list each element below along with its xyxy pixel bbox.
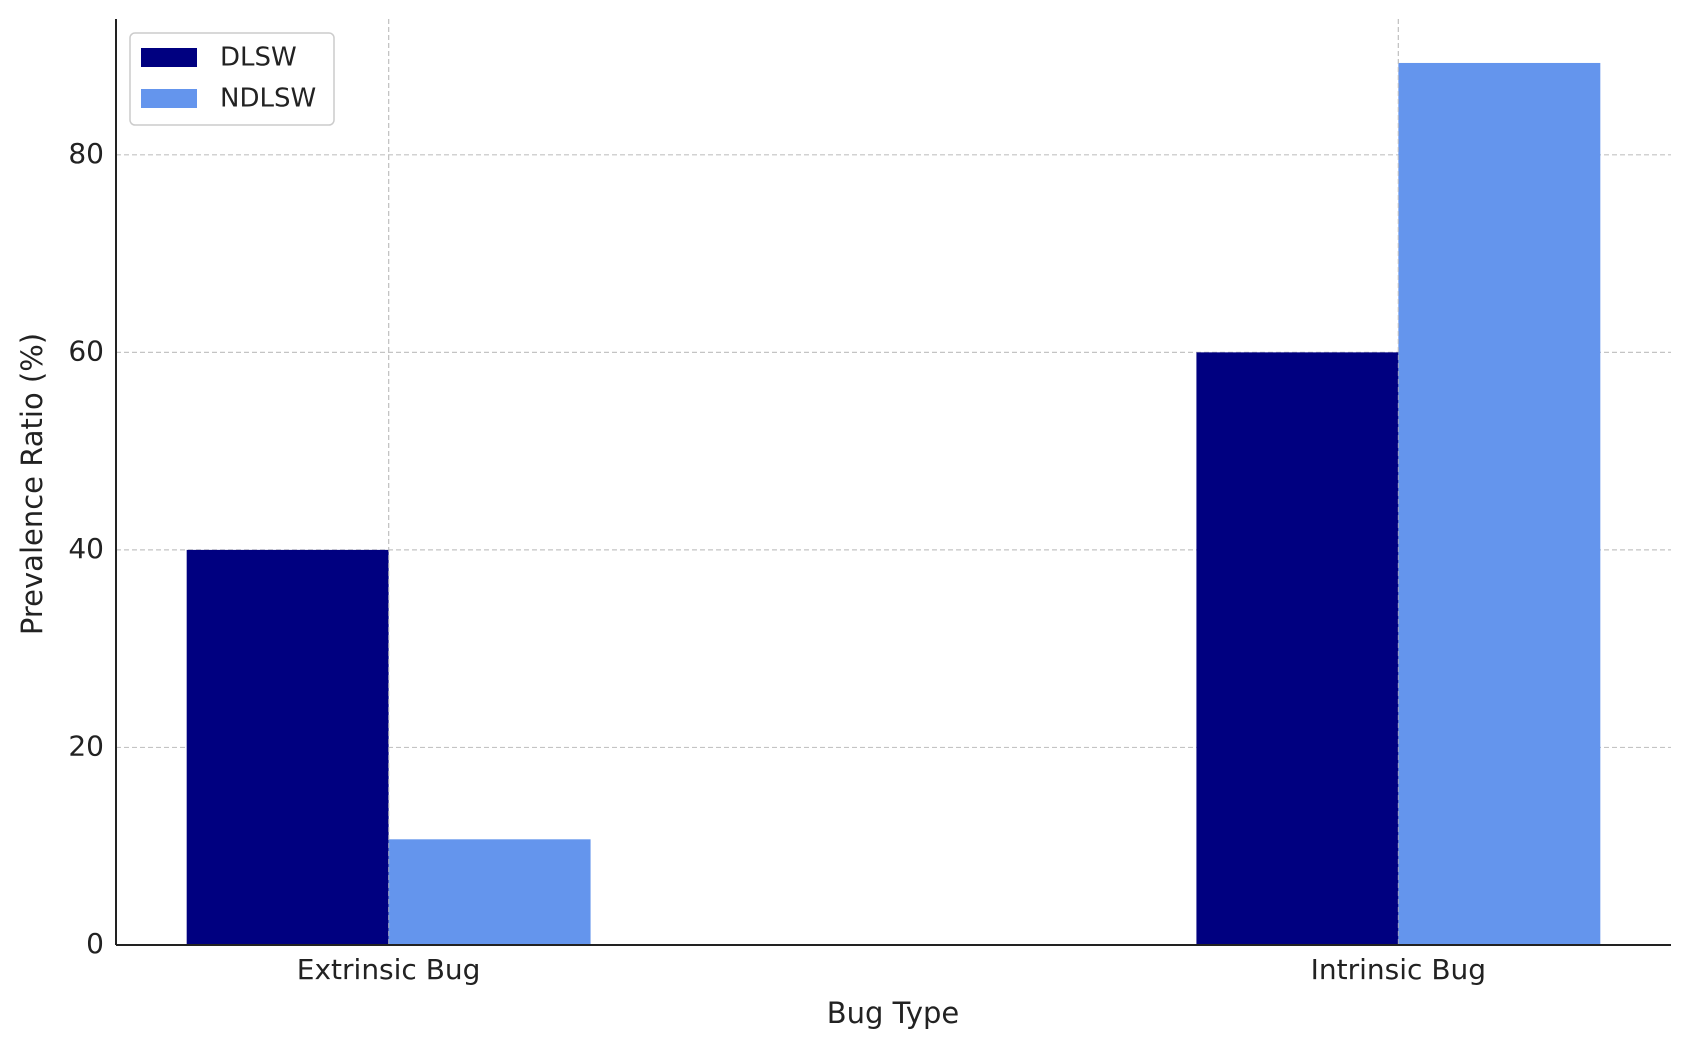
y-tick-label: 60 xyxy=(68,334,104,367)
x-tick-label: Extrinsic Bug xyxy=(297,953,481,986)
y-axis-label: Prevalence Ratio (%) xyxy=(15,333,49,635)
y-tick-label: 40 xyxy=(68,532,104,565)
bar xyxy=(388,839,591,945)
legend-swatch xyxy=(141,48,197,67)
legend-label: NDLSW xyxy=(220,84,316,114)
y-tick-label: 20 xyxy=(68,729,104,762)
x-axis-label: Bug Type xyxy=(827,996,960,1030)
bar xyxy=(186,549,389,945)
y-tick-label: 0 xyxy=(86,927,104,960)
y-tick-label: 80 xyxy=(68,137,104,170)
legend-label: DLSW xyxy=(220,43,297,73)
x-tick-label: Intrinsic Bug xyxy=(1311,953,1486,986)
legend-swatch xyxy=(141,89,197,108)
bar xyxy=(1196,352,1399,945)
bar xyxy=(1398,62,1601,946)
